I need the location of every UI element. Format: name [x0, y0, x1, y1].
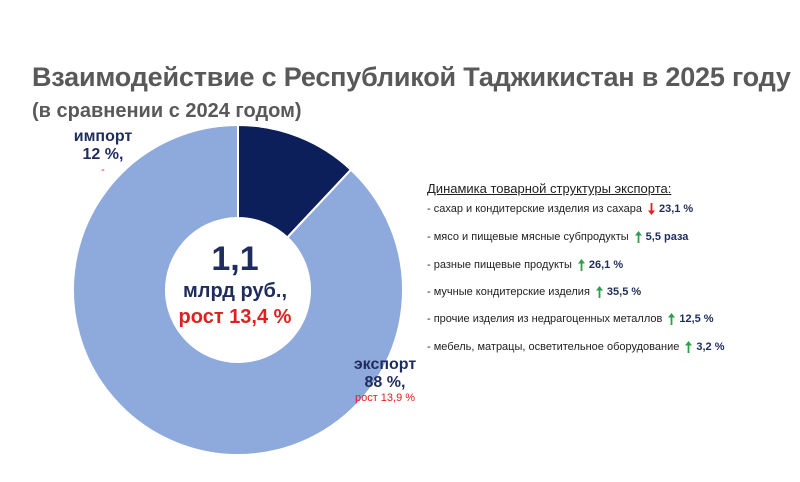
arrow-up-icon — [595, 286, 603, 298]
total-unit: млрд руб., — [182, 280, 287, 302]
export-share: 88 %, — [364, 374, 406, 391]
dynamics-item-label: - мясо и пищевые мясные субпродукты — [427, 231, 629, 243]
dynamics-item: - мучные кондитерские изделия 35,5 % — [427, 286, 641, 298]
donut-hole — [166, 218, 310, 362]
export-change: рост 13,9 % — [354, 392, 416, 404]
arrow-up-icon — [668, 313, 676, 325]
import-share: 12 %, — [82, 146, 124, 163]
donut-center: 1,1 млрд руб., рост 13,4 % — [160, 240, 310, 330]
dynamics-item: - разные пищевые продукты 26,1 % — [427, 259, 623, 271]
total-value: 1,1 — [211, 240, 259, 278]
arrow-down-icon — [647, 203, 655, 215]
dynamics-item: - сахар и кондитерские изделия из сахара… — [427, 203, 693, 215]
export-name: экспорт — [353, 356, 417, 373]
dynamics-item: - прочие изделия из недрагоценных металл… — [427, 313, 714, 325]
page-title: Взаимодействие с Республикой Таджикистан… — [32, 62, 791, 92]
total-growth: рост 13,4 % — [178, 306, 292, 328]
dynamics-item-value: 3,2 % — [696, 341, 725, 353]
import-name: импорт — [73, 128, 133, 145]
import-label: импорт 12 %, - — [48, 128, 158, 176]
dynamics-item-label: - прочие изделия из недрагоценных металл… — [427, 313, 663, 325]
page-subtitle: (в сравнении с 2024 годом) — [32, 100, 302, 122]
dynamics-item: - мебель, матрацы, осветительное оборудо… — [427, 341, 724, 353]
arrow-up-icon — [577, 259, 585, 271]
dynamics-item-value: 26,1 % — [588, 259, 624, 271]
dynamics-item-value: 5,5 раза — [645, 231, 689, 243]
dynamics-item-label: - разные пищевые продукты — [427, 259, 572, 271]
dynamics-item-label: - сахар и кондитерские изделия из сахара — [427, 203, 642, 215]
export-label: экспорт 88 %, рост 13,9 % — [335, 356, 435, 404]
dynamics-item-value: 12,5 % — [679, 313, 714, 325]
arrow-up-icon — [685, 341, 693, 353]
dynamics-item: - мясо и пищевые мясные субпродукты 5,5 р… — [427, 231, 688, 243]
dynamics-item-label: - мучные кондитерские изделия — [427, 286, 590, 298]
dynamics-item-value: 23,1 % — [658, 203, 694, 215]
import-change: - — [101, 164, 105, 176]
arrow-up-icon — [634, 231, 642, 243]
dynamics-item-value: 35,5 % — [606, 286, 642, 298]
dynamics-item-label: - мебель, матрацы, осветительное оборудо… — [427, 341, 680, 353]
dynamics-title: Динамика товарной структуры экспорта: — [427, 181, 672, 196]
